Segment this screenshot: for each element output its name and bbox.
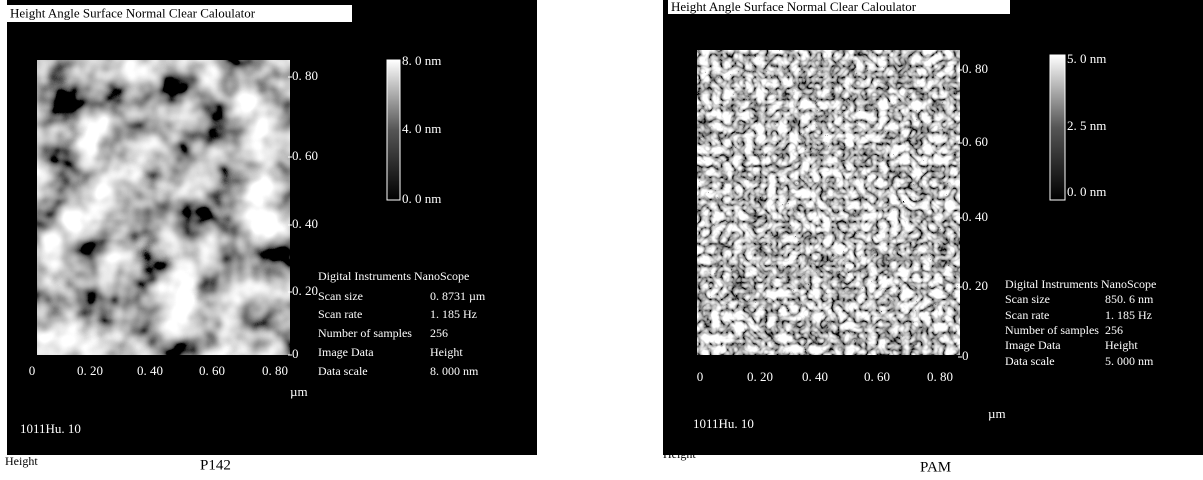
toolbar: [7, 5, 352, 22]
colorbar-label: 4. 0 nm: [402, 121, 441, 136]
mode-label: Height: [663, 447, 696, 461]
y-tick-label: 0. 80: [962, 61, 988, 76]
info-value: 5. 000 nm: [1105, 354, 1154, 368]
info-value: 256: [1105, 323, 1123, 337]
info-label: Scan size: [1005, 292, 1050, 306]
info-value: Height: [1105, 338, 1138, 352]
x-tick-label: 0. 20: [747, 369, 773, 384]
info-value: 1. 185 Hz: [430, 307, 477, 321]
y-tick-label: 0. 60: [292, 148, 318, 163]
y-tick-label: 0. 20: [292, 283, 318, 298]
y-tick-label: 0. 40: [292, 216, 318, 231]
colorbar-label: 8. 0 nm: [402, 53, 441, 68]
y-tick-label: 0. 80: [292, 68, 318, 83]
toolbar: [668, 0, 1010, 14]
info-heading: Digital Instruments NanoScope: [318, 269, 469, 283]
y-tick-label: 0: [292, 346, 299, 361]
afm-image: [697, 50, 960, 355]
info-label: Data scale: [318, 364, 368, 378]
x-tick-label: 0. 80: [927, 369, 953, 384]
x-tick-label: 0. 40: [137, 363, 163, 378]
x-tick-label: 0. 60: [864, 369, 890, 384]
caption: PAM: [920, 459, 951, 475]
info-value: 1. 185 Hz: [1105, 308, 1152, 322]
x-tick-label: 0: [29, 363, 36, 378]
y-tick-label: 0: [962, 348, 969, 363]
info-value: 8. 000 nm: [430, 364, 479, 378]
info-value: 850. 6 nm: [1105, 292, 1154, 306]
info-label: Image Data: [318, 345, 374, 359]
info-label: Data scale: [1005, 354, 1055, 368]
colorbar-label: 5. 0 nm: [1067, 51, 1106, 66]
x-tick-label: 0. 60: [199, 363, 225, 378]
info-value: 0. 8731 µm: [430, 289, 486, 303]
image-id: 1011Hu. 10: [20, 421, 81, 436]
info-label: Scan size: [318, 289, 363, 303]
info-label: Number of samples: [318, 326, 412, 340]
info-label: Scan rate: [1005, 308, 1049, 322]
x-tick-label: 0: [697, 369, 704, 384]
info-heading: Digital Instruments NanoScope: [1005, 277, 1156, 291]
image-id: 1011Hu. 10: [693, 416, 754, 431]
y-tick-label: 0. 40: [962, 209, 988, 224]
y-tick-label: 0. 20: [962, 278, 988, 293]
afm-image: [37, 60, 290, 355]
x-unit: µm: [290, 384, 308, 399]
x-tick-label: 0. 80: [262, 363, 288, 378]
toolbar-text: Height Angle Surface Normal Clear Caloul…: [10, 5, 256, 20]
y-tick-label: 0. 60: [962, 134, 988, 149]
info-value: Height: [430, 345, 463, 359]
info-label: Image Data: [1005, 338, 1061, 352]
colorbar-label: 2. 5 nm: [1067, 118, 1106, 133]
x-tick-label: 0. 40: [802, 369, 828, 384]
info-label: Number of samples: [1005, 323, 1099, 337]
colorbar: [1049, 54, 1066, 201]
colorbar: [386, 59, 401, 201]
info-label: Scan rate: [318, 307, 362, 321]
x-tick-label: 0. 20: [77, 363, 103, 378]
caption: P142: [200, 457, 231, 473]
colorbar-label: 0. 0 nm: [1067, 184, 1106, 199]
x-unit: µm: [988, 406, 1006, 421]
colorbar-label: 0. 0 nm: [402, 191, 441, 206]
info-value: 256: [430, 326, 448, 340]
toolbar-text: Height Angle Surface Normal Clear Caloul…: [671, 0, 917, 14]
mode-label: Height: [5, 454, 38, 468]
